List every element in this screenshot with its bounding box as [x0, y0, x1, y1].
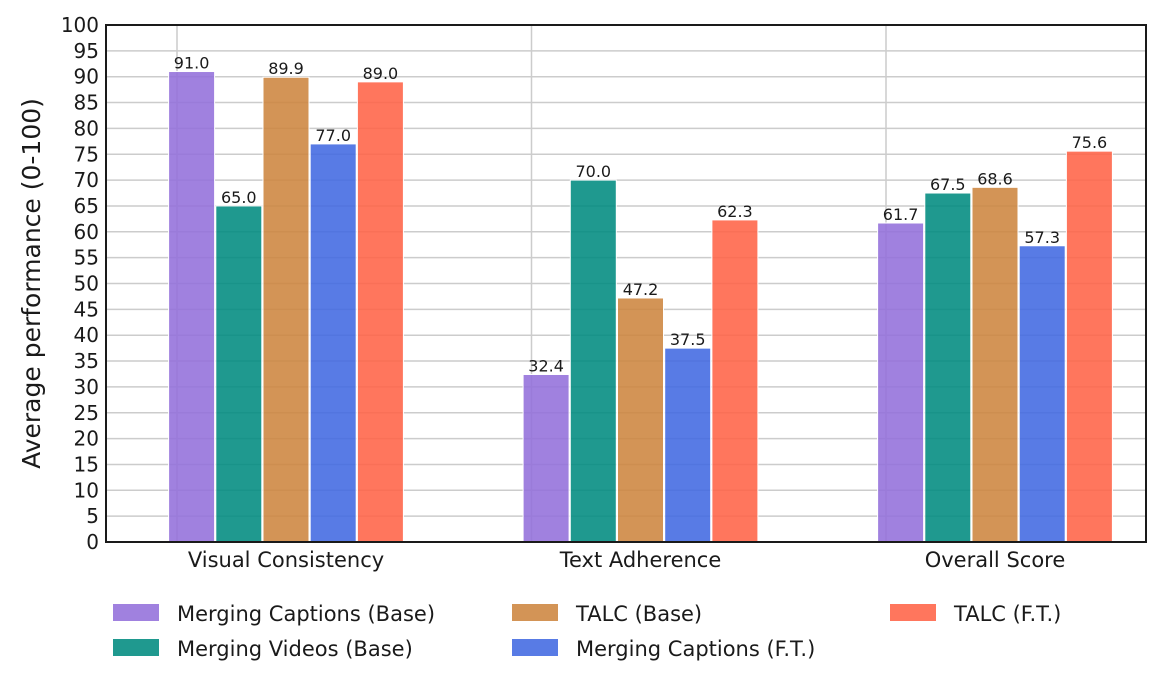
y-tick-label: 100: [61, 13, 99, 37]
bar-value-label: 77.0: [315, 126, 351, 145]
x-tick-label: Overall Score: [925, 548, 1066, 572]
y-tick-label: 95: [74, 39, 99, 63]
y-tick-label: 30: [74, 375, 99, 399]
bar-value-label: 91.0: [174, 54, 210, 73]
y-tick-label: 85: [74, 91, 99, 115]
y-tick-label: 10: [74, 478, 99, 502]
bar: [215, 205, 263, 543]
bar-value-label: 68.6: [977, 169, 1013, 188]
legend-swatch: [113, 639, 159, 656]
bar: [168, 71, 216, 543]
bar-value-label: 62.3: [717, 202, 753, 221]
bar-value-label: 67.5: [930, 175, 966, 194]
y-tick-label: 75: [74, 142, 99, 166]
bar: [924, 192, 972, 543]
bar: [522, 373, 570, 543]
bar: [711, 219, 759, 543]
legend-swatch: [890, 604, 936, 621]
bar-value-label: 89.9: [268, 59, 304, 78]
y-tick-label: 60: [74, 220, 99, 244]
bar: [1018, 245, 1066, 543]
bars: [168, 71, 1113, 543]
bar: [262, 76, 310, 543]
y-tick-label: 90: [74, 65, 99, 89]
bar-value-label: 37.5: [670, 330, 706, 349]
legend-label: TALC (Base): [575, 602, 702, 626]
x-tick-label: Text Adherence: [559, 548, 722, 572]
legend-label: Merging Captions (Base): [177, 602, 435, 626]
legend-label: Merging Captions (F.T.): [576, 637, 815, 661]
bar: [309, 143, 357, 543]
y-tick-label: 0: [86, 530, 99, 554]
y-tick-label: 55: [74, 246, 99, 270]
legend-swatch: [512, 604, 558, 621]
plot-frame: [105, 24, 1147, 543]
bar-value-label: 70.0: [575, 162, 611, 181]
x-tick-label: Visual Consistency: [188, 548, 384, 572]
y-tick-label: 40: [74, 323, 99, 347]
bar-value-label: 75.6: [1072, 133, 1108, 152]
legend: Merging Captions (Base) Merging Videos (B…: [113, 602, 1061, 661]
bar: [877, 222, 925, 543]
bar: [971, 186, 1019, 543]
legend-label: Merging Videos (Base): [177, 637, 413, 661]
y-axis-ticks: 0510152025303540455055606570758085909510…: [61, 13, 99, 554]
bar-value-label: 89.0: [363, 64, 399, 83]
x-axis-ticks: Visual Consistency Text Adherence Overall …: [188, 548, 1065, 572]
bar: [356, 81, 404, 543]
y-tick-label: 5: [86, 504, 99, 528]
y-tick-label: 80: [74, 116, 99, 140]
bar: [1065, 150, 1113, 543]
legend-swatch: [512, 639, 558, 656]
bar-value-label: 32.4: [528, 356, 564, 375]
y-tick-label: 15: [74, 452, 99, 476]
y-tick-label: 50: [74, 272, 99, 296]
bar-value-label: 65.0: [221, 188, 257, 207]
legend-swatch: [113, 604, 159, 621]
bar-value-label: 47.2: [623, 280, 659, 299]
y-tick-label: 35: [74, 349, 99, 373]
y-tick-label: 25: [74, 401, 99, 425]
y-tick-label: 70: [74, 168, 99, 192]
y-tick-label: 20: [74, 427, 99, 451]
y-axis-label: Average performance (0-100): [17, 98, 46, 469]
bar-value-label: 61.7: [883, 205, 919, 224]
bar: [569, 179, 617, 543]
y-tick-label: 65: [74, 194, 99, 218]
y-tick-label: 45: [74, 297, 99, 321]
bar-value-label: 57.3: [1024, 228, 1060, 247]
bar: [617, 297, 664, 543]
bar: [664, 347, 712, 543]
value-labels: 91.0 32.4 61.7 65.0 70.0 67.5 89.9 47.2 68.6 77.0…: [174, 54, 1107, 376]
legend-label: TALC (F.T.): [953, 602, 1061, 626]
